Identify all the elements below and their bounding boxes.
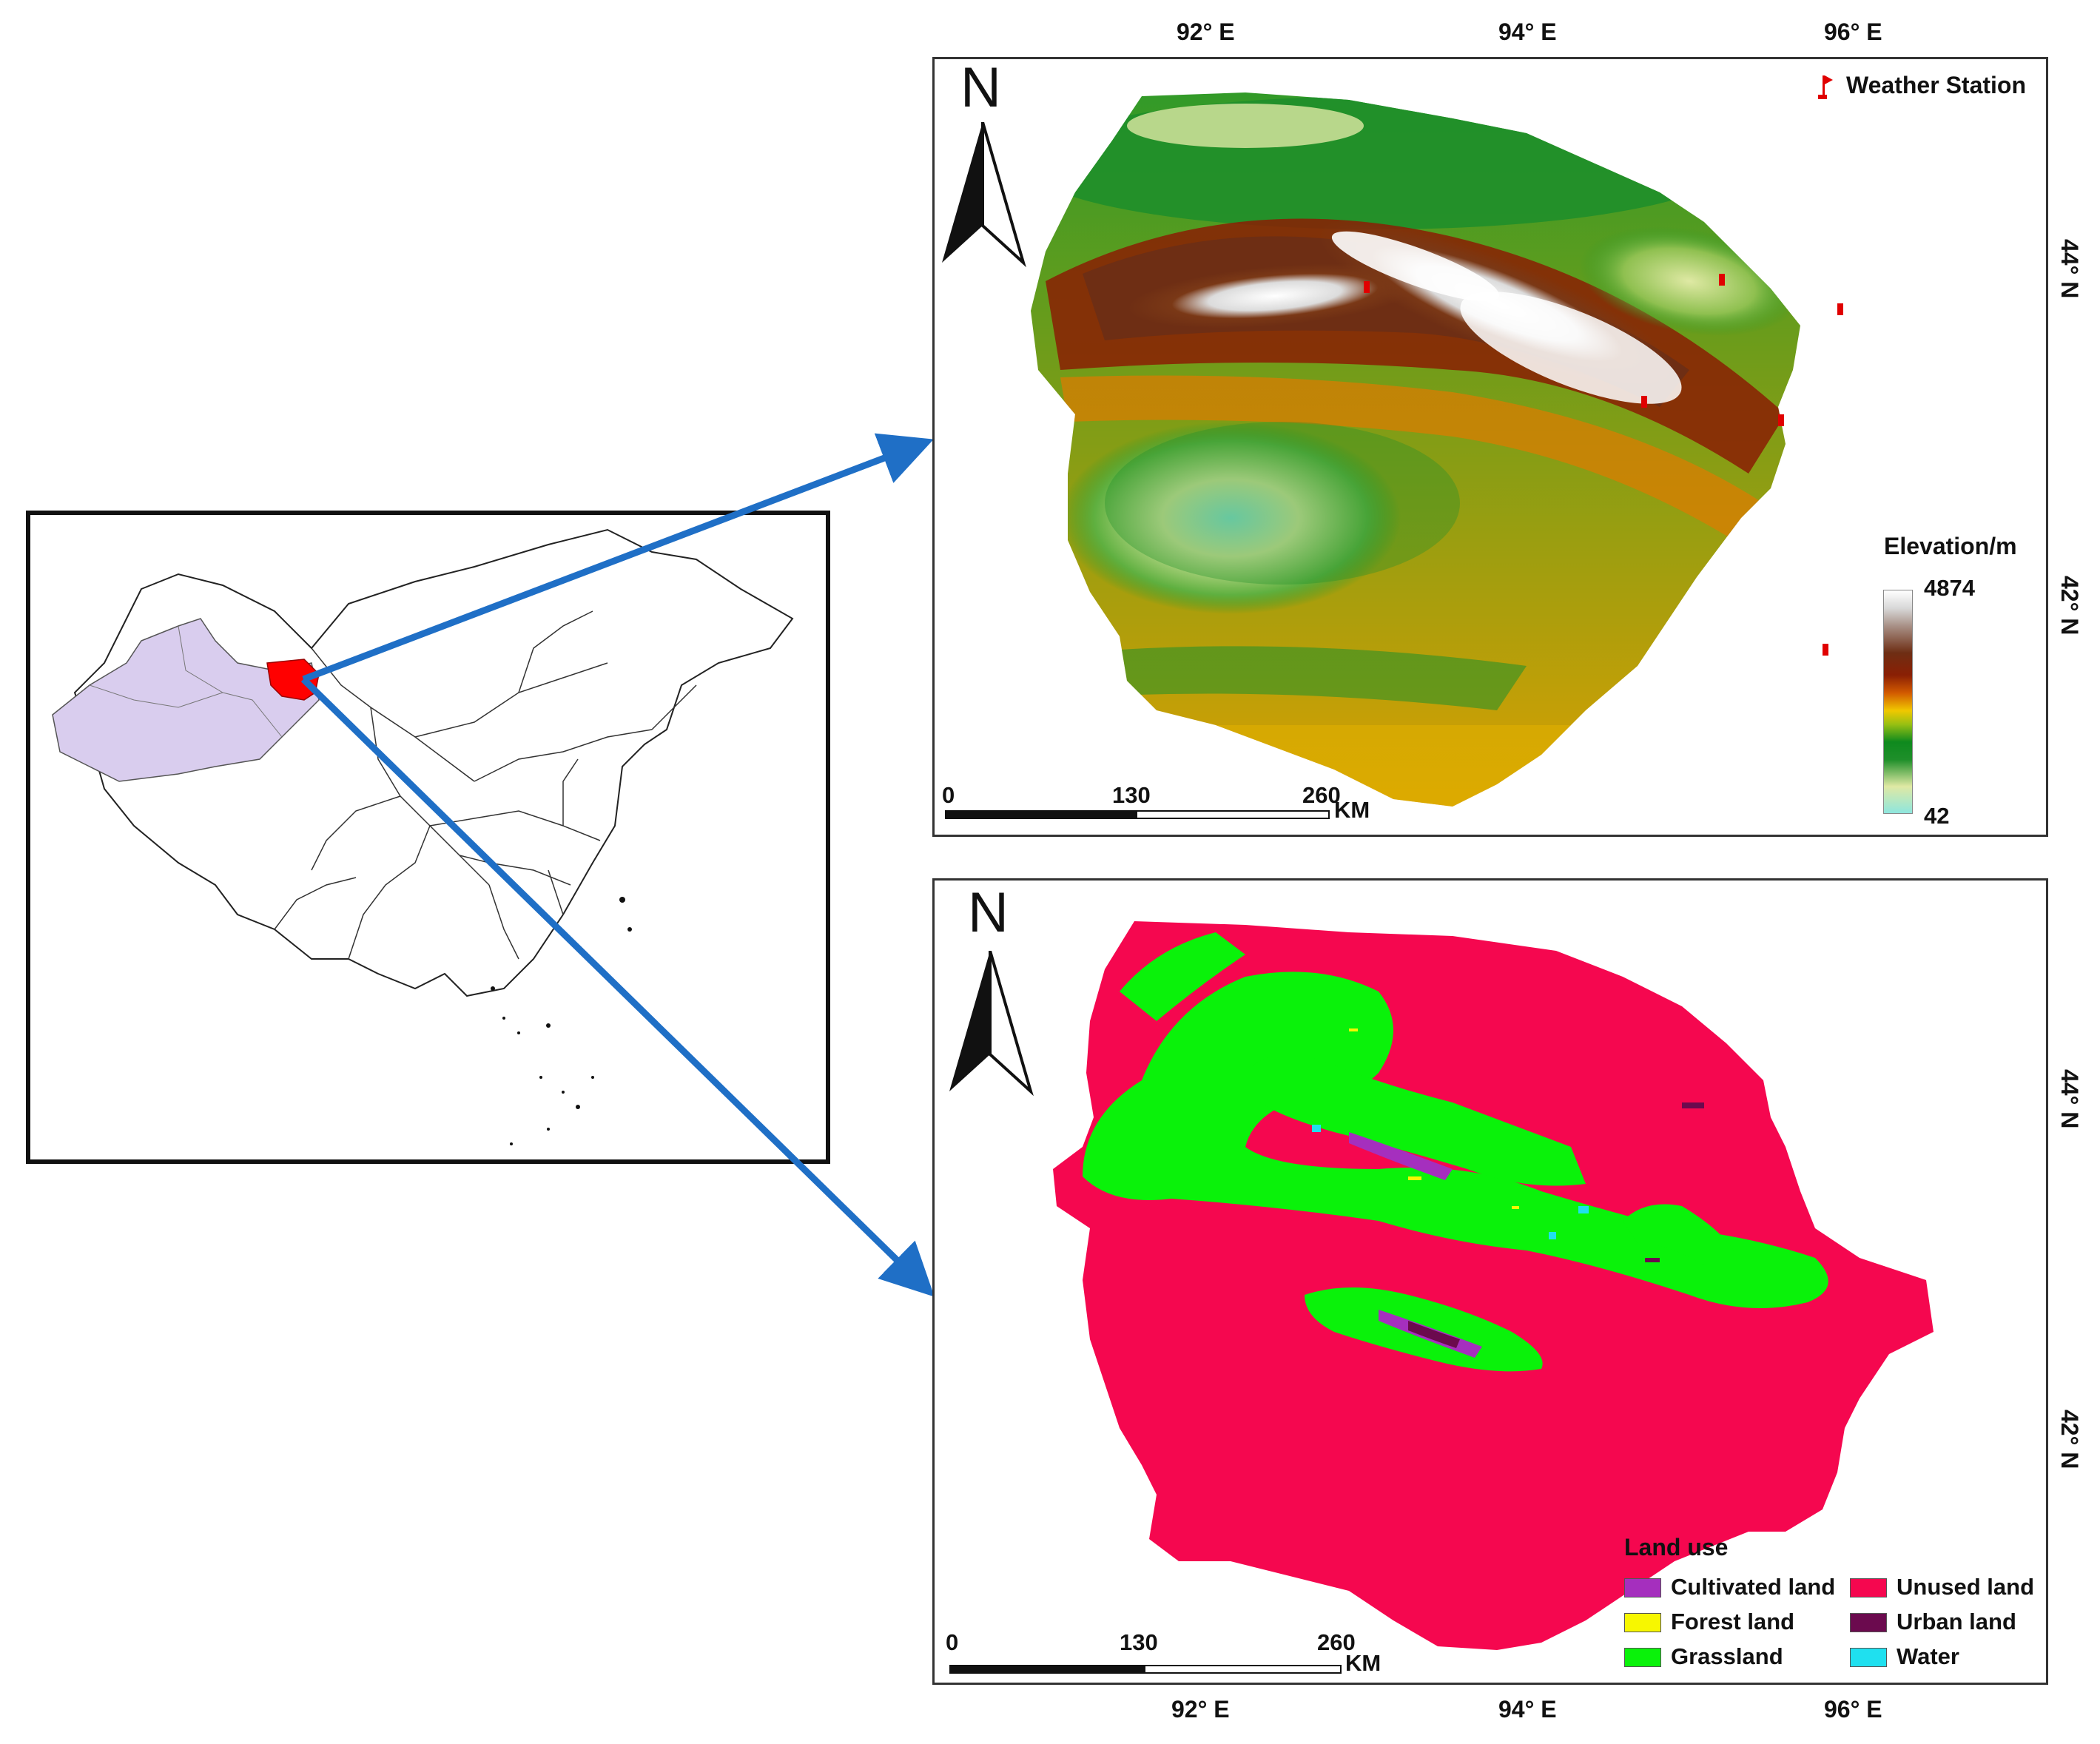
- legend-label-urban: Urban land: [1897, 1609, 2016, 1634]
- legend-label-forest: Forest land: [1671, 1609, 1795, 1634]
- elev-xtick-96: 96° E: [1824, 18, 1882, 45]
- locator-map-panel: [26, 511, 830, 1164]
- elev-colorbar: [1883, 590, 1913, 814]
- elev-north-letter: N: [960, 56, 1001, 119]
- legend-swatch-forest: [1624, 1613, 1661, 1632]
- landuse-legend-title: Land use: [1624, 1534, 1729, 1560]
- elev-xtick-92: 92° E: [1177, 18, 1235, 45]
- landuse-ytick-44: 44° N: [2056, 1069, 2083, 1129]
- legend-label-grassland: Grassland: [1671, 1643, 1783, 1669]
- weather-stations: [1364, 274, 1843, 656]
- elev-colorbar-max: 4874: [1924, 575, 1975, 601]
- landuse-raster: [1053, 921, 1934, 1650]
- weather-station-icon: [1818, 75, 1833, 99]
- legend-swatch-urban: [1850, 1613, 1887, 1632]
- province-boundaries: [274, 610, 697, 960]
- elev-colorbar-min: 42: [1924, 803, 1950, 829]
- elevation-raster: [1031, 92, 1843, 807]
- legend-label-unused: Unused land: [1897, 1574, 2035, 1600]
- elev-colorbar-title: Elevation/m: [1884, 533, 2017, 559]
- elev-scale-0: 0: [942, 782, 955, 808]
- islands: [491, 897, 632, 1145]
- study-area-highlight: [266, 659, 320, 701]
- landuse-north-arrow-icon: [949, 951, 1034, 1097]
- arrow-to-landuse-map: [300, 676, 935, 1297]
- landuse-xtick-94: 94° E: [1498, 1696, 1557, 1723]
- landuse-scale-0: 0: [946, 1629, 959, 1655]
- landuse-north-letter: N: [968, 881, 1009, 944]
- elev-scale-130: 130: [1112, 782, 1151, 808]
- landuse-map-panel: N Land use Cultivated land Unused land F…: [932, 878, 2048, 1685]
- legend-swatch-unused: [1850, 1578, 1887, 1597]
- legend-label-water: Water: [1897, 1643, 1959, 1669]
- china-outline: [73, 528, 794, 997]
- legend-swatch-grassland: [1624, 1648, 1661, 1667]
- landuse-scale-130: 130: [1120, 1629, 1158, 1655]
- china-outline-map: [52, 528, 794, 1145]
- landuse-scale-bar: [949, 1665, 1342, 1674]
- weather-station-label: Weather Station: [1846, 72, 2026, 98]
- landuse-scale-260: 260: [1317, 1629, 1356, 1655]
- xinjiang-region: [52, 618, 320, 782]
- landuse-xtick-92: 92° E: [1171, 1696, 1230, 1723]
- landuse-ytick-42: 42° N: [2056, 1410, 2083, 1469]
- elev-xtick-94: 94° E: [1498, 18, 1557, 45]
- elev-scale-bar: [945, 810, 1330, 819]
- landuse-xtick-96: 96° E: [1824, 1696, 1882, 1723]
- landuse-scale-unit: KM: [1345, 1650, 1382, 1676]
- elev-ytick-44: 44° N: [2056, 239, 2083, 299]
- legend-label-cultivated: Cultivated land: [1671, 1574, 1836, 1600]
- elev-scale-260: 260: [1302, 782, 1341, 808]
- elev-ytick-42: 42° N: [2056, 576, 2083, 636]
- legend-swatch-water: [1850, 1648, 1887, 1667]
- arrow-to-elevation-map: [302, 433, 934, 683]
- elev-north-arrow-icon: [942, 122, 1026, 268]
- legend-swatch-cultivated: [1624, 1578, 1661, 1597]
- elev-scale-unit: KM: [1334, 797, 1370, 823]
- elevation-map-panel: N Weather Station Elevation/m 4874 42 0 …: [932, 56, 2048, 837]
